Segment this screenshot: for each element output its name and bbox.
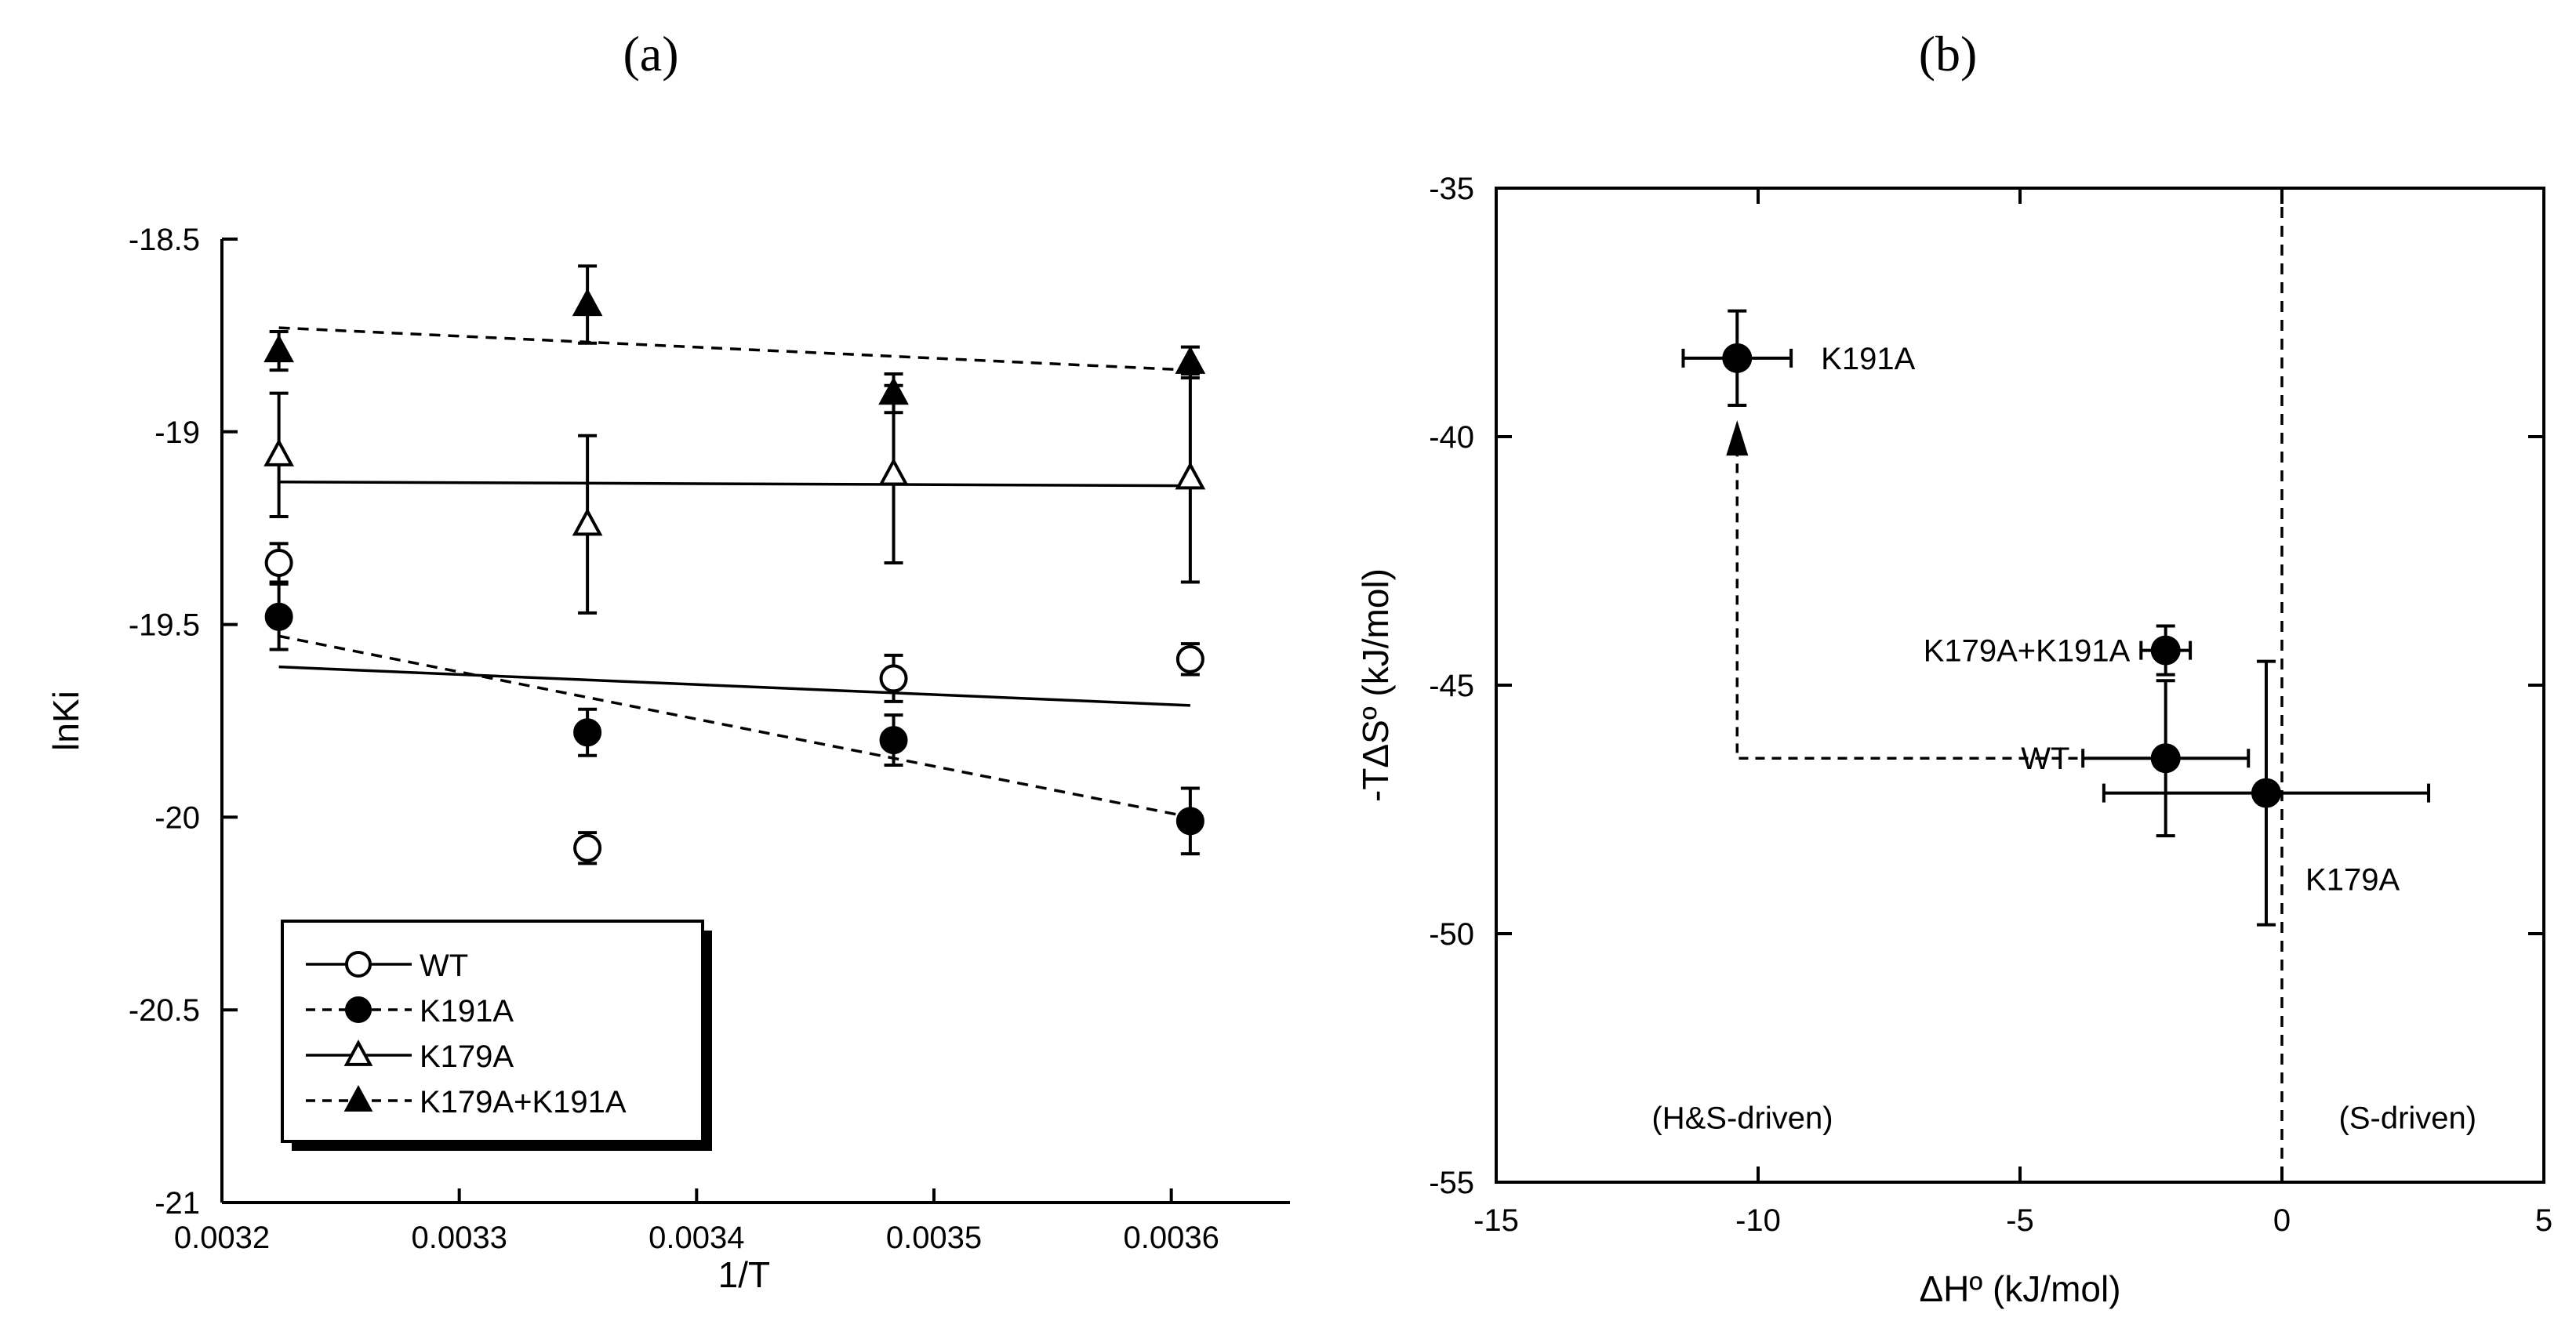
y-tick-label: -20.5 xyxy=(129,993,200,1028)
y-tick-label: -21 xyxy=(154,1186,200,1221)
data-point-wt xyxy=(264,548,293,577)
y-tick-label: -19.5 xyxy=(129,608,200,643)
data-point-k179a xyxy=(2251,778,2281,808)
x-tick-label: 0.0033 xyxy=(411,1221,507,1255)
data-point-k191a xyxy=(264,602,293,631)
fit-line-wt xyxy=(278,665,1190,707)
chart-b-title: (b) xyxy=(1919,26,1978,82)
data-point-wt xyxy=(2150,743,2181,774)
data-point-k179a xyxy=(263,438,295,466)
legend-marker-k191a xyxy=(345,996,372,1023)
x-axis-label: 1/T xyxy=(718,1254,770,1295)
legend-marker-k179a xyxy=(343,1040,373,1066)
y-tick-label: -18.5 xyxy=(129,223,200,257)
x-tick-label: 0.0036 xyxy=(1123,1221,1219,1255)
x-tick-label: 0.0034 xyxy=(649,1221,744,1255)
x-tick-label: 0.0035 xyxy=(886,1221,982,1255)
data-point-k191a xyxy=(573,718,602,747)
chart-a: (a) 0.0032 0.0033 0.0034 0.0035 0.0036 -18.5 -1… xyxy=(45,26,1290,1295)
y-axis-label: -TΔSº (kJ/mol) xyxy=(1355,568,1396,802)
point-label-wt: WT xyxy=(2021,742,2069,776)
plot-frame xyxy=(1495,187,2545,1184)
data-point-k179a xyxy=(878,457,909,486)
legend-marker-wt xyxy=(345,951,372,978)
x-tick-label: -5 xyxy=(2006,1203,2034,1238)
legend-label-k179a: K179A xyxy=(420,1040,514,1074)
y-tick-label: -40 xyxy=(1429,420,1474,455)
data-point-k179a xyxy=(1175,461,1206,490)
data-point-k179a-k191a xyxy=(572,288,603,317)
data-point-k191a xyxy=(1722,343,1753,373)
point-label-k179a: K179A xyxy=(2305,862,2400,897)
data-point-k191a xyxy=(879,726,908,755)
region-label-hs-driven: (H&S-driven) xyxy=(1651,1101,1833,1136)
point-label-k179a-k191a: K179A+K191A xyxy=(1924,634,2131,669)
arrow-line xyxy=(1735,455,2078,760)
data-point-k179a-k191a xyxy=(263,334,295,363)
data-point-wt xyxy=(573,833,602,862)
y-tick-label: -55 xyxy=(1429,1166,1474,1200)
y-axis-label: lnKi xyxy=(45,691,86,751)
x-tick-label: 0 xyxy=(2273,1203,2291,1238)
legend-label-wt: WT xyxy=(420,949,468,983)
legend-marker-k179a-k191a xyxy=(343,1085,373,1112)
x-axis-label: ΔHº (kJ/mol) xyxy=(1919,1268,2120,1309)
y-tick-label: -19 xyxy=(154,415,200,450)
data-point-wt xyxy=(879,664,908,693)
y-tick-label: -45 xyxy=(1429,669,1474,703)
data-point-k179a-k191a xyxy=(1175,346,1206,374)
fit-line-k179a xyxy=(278,480,1190,488)
data-point-wt xyxy=(1175,644,1204,673)
x-tick-label: -15 xyxy=(1473,1203,1519,1238)
data-point-k179a-k191a xyxy=(2150,635,2181,666)
fit-line-k191a xyxy=(278,634,1191,819)
fit-line-k179a-k191a xyxy=(278,326,1190,372)
arrow-head-icon xyxy=(1726,420,1749,456)
x-tick-label: 5 xyxy=(2535,1203,2552,1238)
y-tick-label: -20 xyxy=(154,800,200,835)
chart-a-title: (a) xyxy=(623,26,678,82)
region-label-s-driven: (S-driven) xyxy=(2339,1101,2477,1136)
x-tick-label: 0.0032 xyxy=(174,1221,270,1255)
data-point-k179a xyxy=(572,507,603,536)
data-point-k179a-k191a xyxy=(878,376,909,405)
y-tick-label: -50 xyxy=(1429,917,1474,952)
y-tick-label: -35 xyxy=(1429,172,1474,206)
data-point-k191a xyxy=(1175,807,1204,836)
point-label-k191a: K191A xyxy=(1821,342,1915,376)
legend-label-k179a-k191a: K179A+K191A xyxy=(420,1085,627,1119)
x-tick-label: -10 xyxy=(1735,1203,1781,1238)
legend-label-k191a: K191A xyxy=(420,994,514,1029)
